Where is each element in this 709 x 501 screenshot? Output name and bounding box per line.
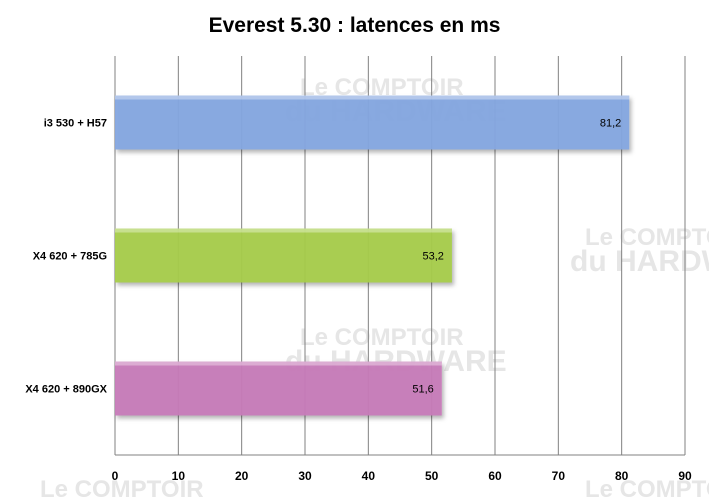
chart-title: Everest 5.30 : latences en ms xyxy=(208,14,501,37)
x-tick-label: 10 xyxy=(172,469,186,483)
data-label: 51,6 xyxy=(412,384,433,396)
data-label: 81,2 xyxy=(600,118,621,130)
watermark-text: Le COMPTOIR xyxy=(300,324,464,351)
bar xyxy=(115,95,630,150)
category-label: X4 620 + 785G xyxy=(33,251,107,263)
x-tick-label: 70 xyxy=(552,469,566,483)
category-label: i3 530 + H57 xyxy=(44,118,107,130)
bar-highlight xyxy=(115,228,452,233)
bar-highlight xyxy=(115,361,442,366)
x-tick-label: 80 xyxy=(615,469,629,483)
x-tick-label: 40 xyxy=(362,469,376,483)
data-label: 53,2 xyxy=(423,251,444,263)
bar xyxy=(115,228,452,283)
bar-highlight xyxy=(115,95,630,100)
x-tick-label: 30 xyxy=(298,469,312,483)
watermark-text: du HARDWARE xyxy=(570,245,709,278)
watermark-text: Le COMPTOIR xyxy=(585,224,709,251)
category-label: X4 620 + 890GX xyxy=(25,384,107,396)
x-tick-label: 0 xyxy=(112,469,119,483)
watermark-text: Le COMPTOIR xyxy=(40,476,204,501)
x-tick-label: 90 xyxy=(678,469,692,483)
x-tick-label: 20 xyxy=(235,469,249,483)
bar xyxy=(115,361,442,416)
x-tick-label: 50 xyxy=(425,469,439,483)
watermark-text: Le COMPTOIR xyxy=(585,476,709,501)
x-tick-label: 60 xyxy=(488,469,502,483)
